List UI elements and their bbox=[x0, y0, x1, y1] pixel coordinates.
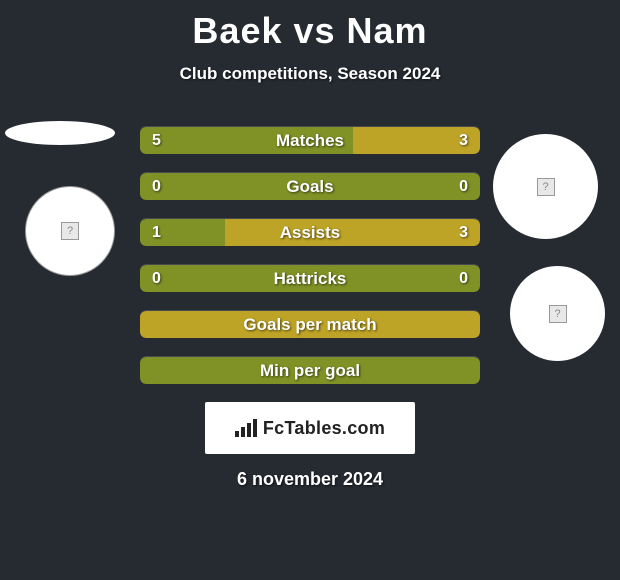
placeholder-icon: ? bbox=[537, 178, 555, 196]
date-label: 6 november 2024 bbox=[0, 469, 620, 490]
player-avatar-right-bottom: ? bbox=[510, 266, 605, 361]
stat-label: Goals per match bbox=[140, 311, 480, 338]
stat-label: Matches bbox=[140, 127, 480, 154]
chart-icon bbox=[235, 419, 257, 437]
placeholder-icon: ? bbox=[549, 305, 567, 323]
placeholder-icon: ? bbox=[61, 222, 79, 240]
stat-right-value: 3 bbox=[459, 219, 468, 246]
stat-right-value: 0 bbox=[459, 265, 468, 292]
brand-label: FcTables.com bbox=[263, 418, 385, 439]
stat-label: Min per goal bbox=[140, 357, 480, 384]
page-title: Baek vs Nam bbox=[0, 0, 620, 52]
stat-row: 5Matches3 bbox=[140, 126, 480, 154]
stat-bars: 5Matches30Goals01Assists30Hattricks0Goal… bbox=[140, 126, 480, 384]
player-avatar-right-top: ? bbox=[493, 134, 598, 239]
stat-right-value: 0 bbox=[459, 173, 468, 200]
stat-row: Goals per match bbox=[140, 310, 480, 338]
subtitle: Club competitions, Season 2024 bbox=[0, 64, 620, 84]
stat-label: Assists bbox=[140, 219, 480, 246]
stat-label: Hattricks bbox=[140, 265, 480, 292]
stat-row: 0Hattricks0 bbox=[140, 264, 480, 292]
player-avatar-left: ? bbox=[25, 186, 115, 276]
stats-area: ? ? ? 5Matches30Goals01Assists30Hattrick… bbox=[0, 126, 620, 490]
stat-label: Goals bbox=[140, 173, 480, 200]
stat-right-value: 3 bbox=[459, 127, 468, 154]
decorative-ellipse bbox=[5, 121, 115, 145]
stat-row: 1Assists3 bbox=[140, 218, 480, 246]
stat-row: 0Goals0 bbox=[140, 172, 480, 200]
brand-logo: FcTables.com bbox=[205, 402, 415, 454]
stat-row: Min per goal bbox=[140, 356, 480, 384]
